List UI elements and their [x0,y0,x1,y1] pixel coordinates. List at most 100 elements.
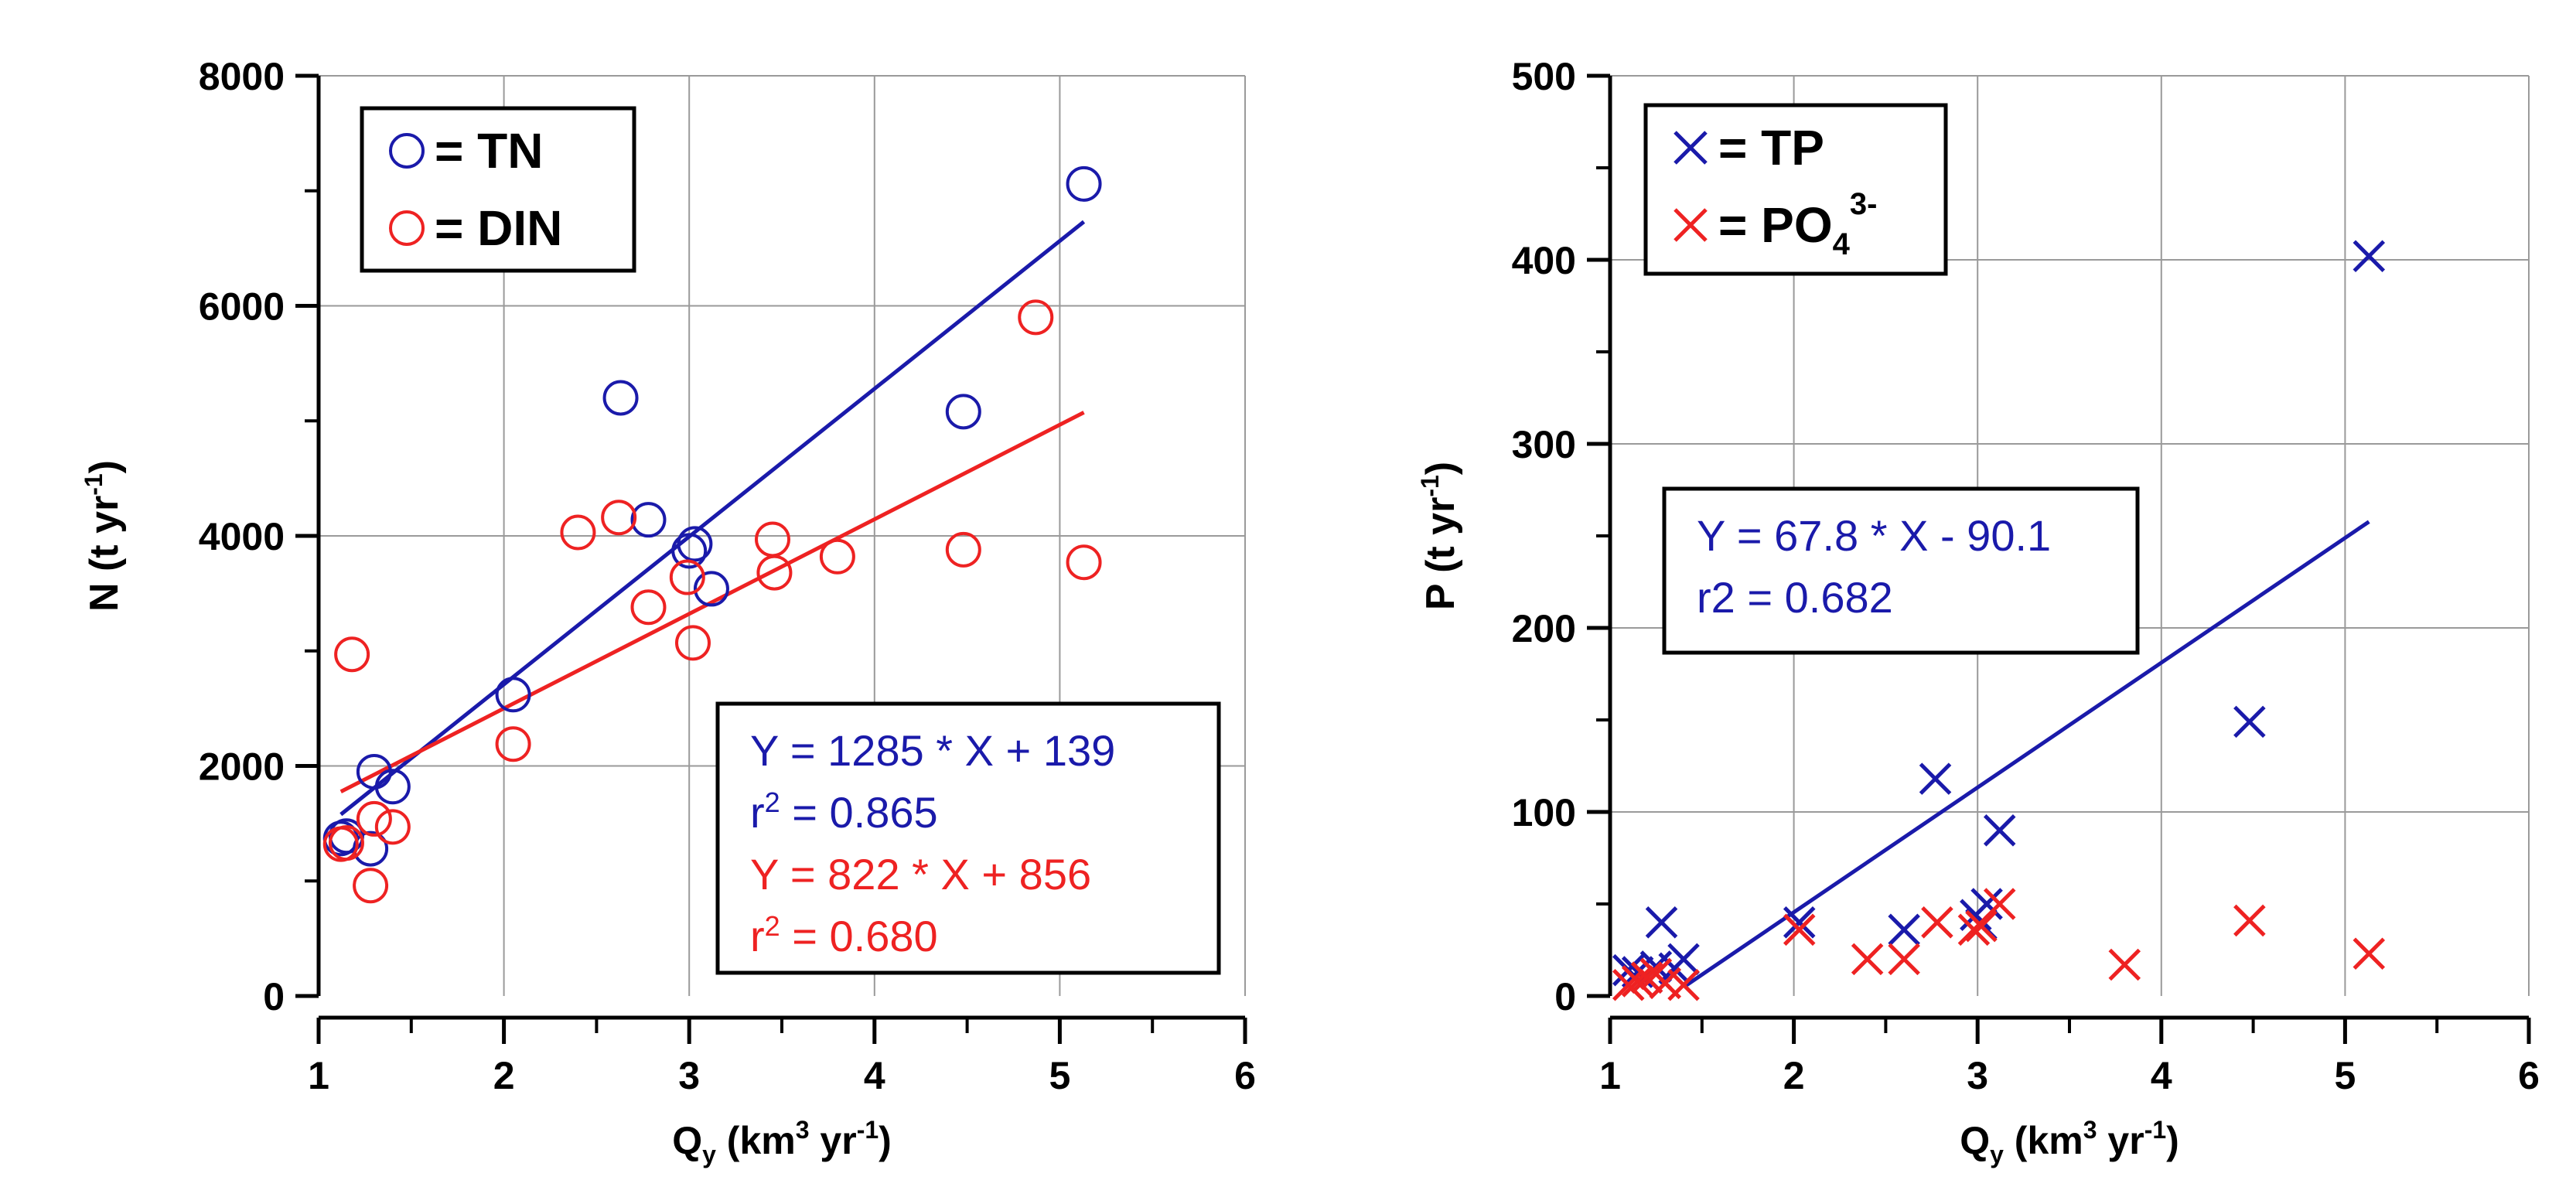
data-point-din [601,500,637,536]
data-point-din [334,636,370,673]
data-point-po43 [1957,913,1991,946]
data-point-tn [945,394,981,430]
data-point-tp [1783,906,1816,939]
data-point-tp [1970,888,2003,920]
right-chart: 0 100 200 300 400 500 1 2 3 4 5 6 Qy (km3 yr-1) P (t … [1416,55,2540,1168]
left-y-tick-label-6000: 6000 [199,285,285,329]
data-point-tp [2233,705,2266,738]
right-y-tick-label-300: 300 [1512,423,1576,466]
left-y-tick-label-0: 0 [263,975,285,1018]
data-point-din [560,514,596,551]
right-x-tick-label-5: 5 [2334,1054,2356,1097]
data-point-tn [353,831,389,867]
left-fit-line-tn [339,220,1086,817]
left-equation-line-3: r2 = 0.680 [750,910,938,960]
data-point-tp [1983,814,2016,847]
right-y-tick-label-200: 200 [1512,607,1576,650]
data-point-po43 [1630,961,1663,994]
left-x-tick-label-6: 6 [1234,1054,1256,1097]
left-x-tick-label-2: 2 [493,1054,515,1097]
right-legend-box [1643,103,1948,276]
left-fit-line-din [339,411,1085,793]
data-point-po43 [2353,937,2386,970]
right-x-tick-label-2: 2 [1783,1054,1805,1097]
data-point-po43 [1983,888,2016,920]
left-chart: 0 2000 4000 6000 8000 1 2 3 4 5 6 Qy (km3 yr-1) N (t… [80,55,1256,1168]
right-y-axis-label: P (t yr-1) [1416,462,1463,610]
data-point-po43 [2233,904,2266,937]
right-equation-box: Y = 67.8 * X - 90.1 r2 = 0.682 [1662,486,2140,655]
data-point-tn [1066,165,1102,202]
left-x-tick-label-3: 3 [678,1054,700,1097]
data-point-din [669,559,705,595]
right-y-tick-label-100: 100 [1512,791,1576,834]
left-legend-label-0: = TN [435,123,543,179]
data-point-din [328,825,364,861]
left-legend-marker-0 [389,133,425,169]
right-y-tick-label-400: 400 [1512,239,1576,282]
left-y-tick-label-2000: 2000 [199,745,285,789]
data-point-tp [1645,906,1678,939]
right-x-tick-label-4: 4 [2151,1054,2172,1097]
data-point-tp [2353,240,2386,273]
data-point-din [374,809,411,845]
data-point-tn [693,571,729,607]
data-point-tn [677,526,713,562]
left-series-din [322,299,1102,904]
left-y-axis-label: N (t yr-1) [80,460,127,612]
right-legend: = TP = PO43- [1643,103,1948,276]
left-equation-box: Y = 1285 * X + 139 r2 = 0.865 Y = 822 * X … [715,701,1221,975]
data-point-po43 [2108,948,2141,981]
right-equation-frame [1662,486,2140,655]
data-point-tn [671,533,708,569]
left-legend: = TN = DIN [360,106,636,273]
data-point-po43 [1888,943,1920,976]
data-point-tp [1667,943,1700,976]
data-point-din [945,531,981,568]
left-series-tn [322,165,1102,867]
left-x-axis-label: Qy (km3 yr-1) [672,1116,892,1168]
data-point-po43 [1783,913,1816,946]
right-y-tick-label-0: 0 [1554,975,1576,1018]
data-point-tn [374,769,411,805]
data-point-din [674,625,711,661]
left-equation-line-2: Y = 822 * X + 856 [750,850,1091,899]
right-x-tick-label-1: 1 [1599,1054,1621,1097]
left-x-tick-label-1: 1 [308,1054,329,1097]
data-point-din [756,554,793,591]
left-y-tick-label-4000: 4000 [199,515,285,558]
data-point-tp [1919,762,1952,795]
right-x-axis-label: Qy (km3 yr-1) [1960,1116,2179,1168]
data-point-tp [1888,913,1920,946]
left-y-tick-label-8000: 8000 [199,55,285,98]
data-point-din [1066,544,1102,581]
right-legend-marker-1 [1674,208,1708,242]
data-point-din [1018,299,1054,336]
right-legend-label-0: = TP [1718,120,1824,176]
right-fit-line-tp [1682,520,2370,989]
right-x-tick-label-3: 3 [1967,1054,1988,1097]
left-x-tick-label-4: 4 [864,1054,885,1097]
right-y-tick-label-500: 500 [1512,55,1576,98]
data-point-po43 [1667,968,1700,1001]
right-x-tick-label-6: 6 [2518,1054,2540,1097]
left-axes: 0 2000 4000 6000 8000 1 2 3 4 5 6 [199,55,1256,1097]
data-point-po43 [1921,906,1953,939]
data-point-tn [630,502,667,538]
left-legend-marker-1 [389,210,425,246]
right-series-po43 [1612,888,2386,1001]
right-axes: 0 100 200 300 400 500 1 2 3 4 5 6 [1512,55,2540,1097]
data-point-din [356,800,392,837]
left-equation-line-0: Y = 1285 * X + 139 [750,726,1115,775]
left-equation-line-1: r2 = 0.865 [750,786,938,837]
data-point-tn [495,677,531,713]
left-x-tick-label-5: 5 [1049,1054,1070,1097]
right-equation-line-1: r2 = 0.682 [1697,573,1893,622]
left-legend-label-1: = DIN [435,200,562,256]
data-point-din [353,868,389,904]
data-point-po43 [1851,943,1884,976]
right-equation-line-0: Y = 67.8 * X - 90.1 [1697,511,2051,560]
data-point-din [495,726,531,762]
right-legend-marker-0 [1674,131,1708,165]
